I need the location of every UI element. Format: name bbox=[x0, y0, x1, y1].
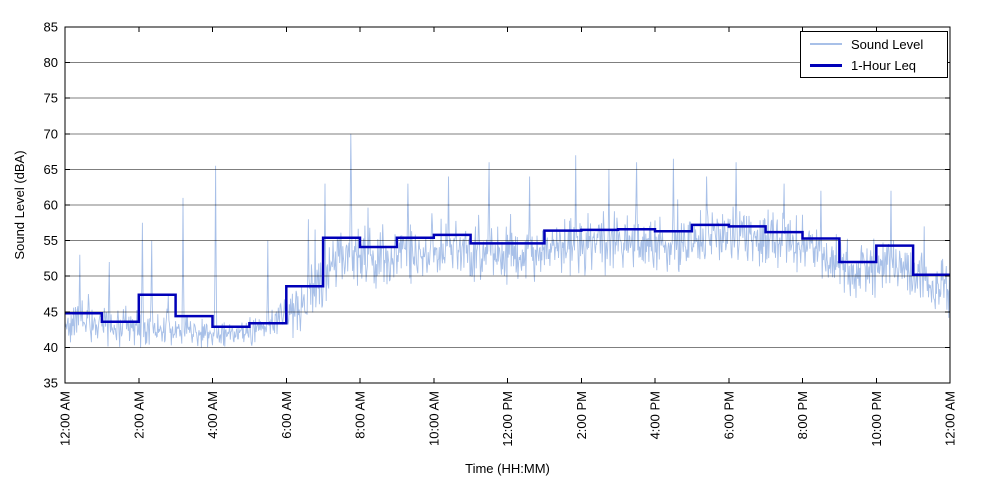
svg-text:65: 65 bbox=[44, 162, 58, 177]
legend-item-sound-level: Sound Level bbox=[810, 37, 947, 52]
svg-text:6:00 PM: 6:00 PM bbox=[721, 391, 736, 439]
svg-text:35: 35 bbox=[44, 376, 58, 391]
svg-text:4:00 AM: 4:00 AM bbox=[205, 391, 220, 439]
svg-text:10:00 AM: 10:00 AM bbox=[426, 391, 441, 446]
svg-text:2:00 PM: 2:00 PM bbox=[574, 391, 589, 439]
svg-text:12:00 AM: 12:00 AM bbox=[943, 391, 958, 446]
legend-item-1-hour-leq: 1-Hour Leq bbox=[810, 58, 947, 73]
svg-text:10:00 PM: 10:00 PM bbox=[869, 391, 884, 447]
svg-text:4:00 PM: 4:00 PM bbox=[648, 391, 663, 439]
svg-text:60: 60 bbox=[44, 198, 58, 213]
svg-text:70: 70 bbox=[44, 126, 58, 141]
svg-text:6:00 AM: 6:00 AM bbox=[279, 391, 294, 439]
svg-text:8:00 PM: 8:00 PM bbox=[795, 391, 810, 439]
y-axis-title: Sound Level (dBA) bbox=[12, 150, 27, 260]
svg-text:40: 40 bbox=[44, 340, 58, 355]
svg-text:85: 85 bbox=[44, 20, 58, 35]
sound-level-line-sample bbox=[810, 43, 842, 45]
svg-text:75: 75 bbox=[44, 91, 58, 106]
svg-text:12:00 PM: 12:00 PM bbox=[500, 391, 515, 447]
legend-label-sound-level: Sound Level bbox=[851, 36, 924, 52]
svg-text:12:00 AM: 12:00 AM bbox=[58, 391, 73, 446]
legend: Sound Level 1-Hour Leq bbox=[800, 31, 948, 78]
svg-text:45: 45 bbox=[44, 304, 58, 319]
svg-text:55: 55 bbox=[44, 233, 58, 248]
x-axis-title: Time (HH:MM) bbox=[465, 461, 550, 476]
svg-text:80: 80 bbox=[44, 55, 58, 70]
svg-text:8:00 AM: 8:00 AM bbox=[353, 391, 368, 439]
svg-text:2:00 AM: 2:00 AM bbox=[131, 391, 146, 439]
svg-text:50: 50 bbox=[44, 269, 58, 284]
legend-label-1-hour-leq: 1-Hour Leq bbox=[851, 57, 917, 73]
leq-line-sample bbox=[810, 63, 842, 67]
